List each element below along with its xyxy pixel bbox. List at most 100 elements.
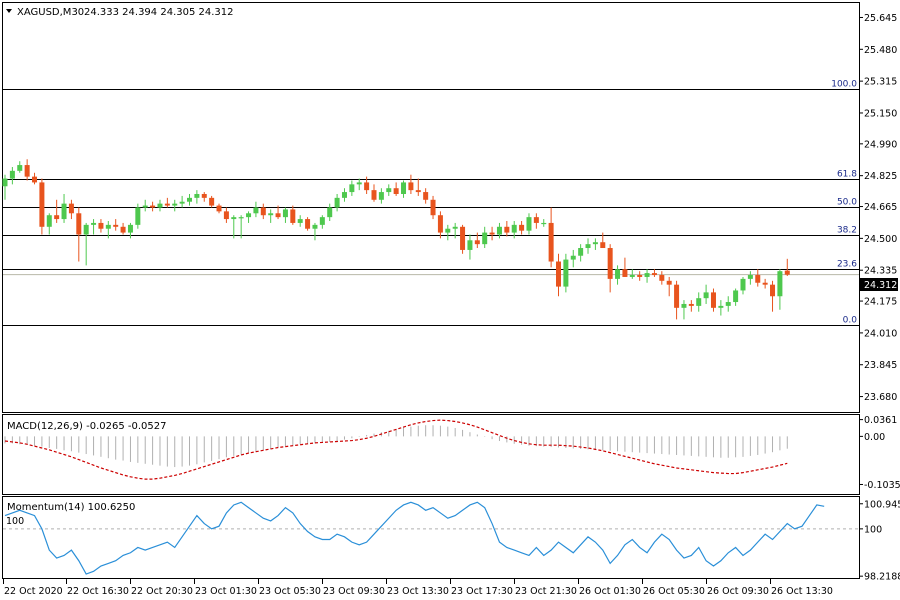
candle-body bbox=[401, 182, 407, 194]
candle-body bbox=[615, 269, 621, 279]
candle-body bbox=[120, 226, 126, 233]
candle-body bbox=[179, 201, 185, 204]
candle-body bbox=[378, 192, 384, 200]
candle-body bbox=[46, 215, 52, 227]
momentum-tick-label: 100 bbox=[864, 524, 882, 535]
candle-body bbox=[187, 197, 192, 202]
candle-body bbox=[437, 215, 443, 233]
candle-body bbox=[39, 182, 45, 227]
candle-body bbox=[718, 305, 724, 308]
momentum-line bbox=[4, 501, 825, 575]
time-tick-label: 23 Oct 05:30 bbox=[259, 586, 321, 597]
candle-body bbox=[696, 298, 702, 306]
candles bbox=[2, 159, 790, 320]
collapse-triangle-icon[interactable] bbox=[6, 9, 12, 13]
price-tick-label: 24.825 bbox=[864, 171, 897, 182]
candle-body bbox=[194, 193, 200, 198]
candle-body bbox=[496, 226, 502, 235]
time-tick-label: 22 Oct 2020 bbox=[4, 586, 63, 597]
candle-body bbox=[511, 224, 517, 233]
candle-body bbox=[674, 284, 680, 308]
candle-body bbox=[2, 178, 8, 187]
fibonacci-levels: 100.0 61.8 50.0 38.2 23.6 0.0 bbox=[3, 80, 859, 326]
candle-body bbox=[482, 232, 488, 245]
candle-body bbox=[644, 273, 650, 277]
fib-level-label: 23.6 bbox=[837, 260, 857, 270]
candle-body bbox=[563, 259, 569, 287]
candle-body bbox=[526, 217, 532, 231]
momentum-tick-label: 100.945 bbox=[864, 499, 900, 510]
candle-body bbox=[312, 224, 318, 229]
time-tick-label: 26 Oct 09:30 bbox=[707, 586, 769, 597]
candle-body bbox=[246, 213, 252, 218]
momentum-label: Momentum(14) 100.6250 bbox=[7, 502, 135, 513]
candle-body bbox=[290, 209, 296, 223]
time-axis: 22 Oct 2020 22 Oct 16:30 22 Oct 20:30 23 Oc… bbox=[3, 579, 833, 597]
candle-body bbox=[341, 192, 347, 198]
candle-body bbox=[319, 217, 325, 225]
candle-body bbox=[98, 222, 104, 229]
candle-body bbox=[91, 222, 97, 225]
macd-pane[interactable] bbox=[2, 414, 860, 495]
candle-body bbox=[223, 211, 229, 220]
candle-body bbox=[356, 182, 362, 185]
candle-body bbox=[570, 255, 576, 260]
candle-body bbox=[504, 226, 510, 233]
candle-body bbox=[740, 278, 746, 291]
price-tick-label: 24.010 bbox=[864, 328, 897, 339]
candle-body bbox=[777, 271, 783, 297]
time-tick-label: 22 Oct 16:30 bbox=[67, 586, 129, 597]
symbol-label: XAGUSD,M30 bbox=[17, 7, 84, 18]
candle-body bbox=[24, 165, 30, 177]
candle-body bbox=[415, 190, 421, 193]
candle-body bbox=[622, 269, 628, 277]
candle-body bbox=[164, 203, 170, 206]
candle-body bbox=[201, 193, 207, 198]
candle-body bbox=[784, 270, 790, 275]
candle-body bbox=[349, 184, 355, 193]
candle-body bbox=[710, 292, 716, 308]
candle-body bbox=[423, 192, 429, 200]
momentum-tick-label: 98.2188 bbox=[864, 572, 900, 583]
time-tick-label: 23 Oct 21:30 bbox=[515, 586, 577, 597]
candle-body bbox=[209, 197, 215, 206]
candle-body bbox=[275, 213, 281, 218]
candle-body bbox=[460, 226, 466, 250]
candle-body bbox=[666, 280, 672, 285]
current-price-text: 24.312 bbox=[864, 280, 897, 291]
candle-body bbox=[637, 275, 643, 277]
candle-body bbox=[688, 303, 694, 306]
candle-body bbox=[629, 275, 635, 277]
candle-body bbox=[105, 224, 111, 229]
time-tick-label: 23 Oct 17:30 bbox=[451, 586, 513, 597]
momentum-ref-left: 100 bbox=[6, 516, 24, 527]
candle-body bbox=[268, 213, 274, 216]
candle-body bbox=[127, 224, 133, 233]
main-pane[interactable] bbox=[2, 2, 860, 413]
candle-body bbox=[474, 240, 480, 245]
candle-body bbox=[548, 222, 554, 262]
candle-body bbox=[725, 302, 731, 306]
momentum-pane[interactable] bbox=[2, 496, 860, 579]
time-tick-label: 26 Oct 05:30 bbox=[643, 586, 705, 597]
fib-level-label: 0.0 bbox=[843, 316, 858, 326]
candle-body bbox=[489, 232, 495, 235]
candle-body bbox=[556, 261, 561, 287]
candle-body bbox=[297, 219, 303, 223]
candle-body bbox=[755, 275, 761, 283]
candle-body bbox=[703, 292, 709, 299]
time-tick-label: 26 Oct 13:30 bbox=[771, 586, 833, 597]
fib-level-label: 38.2 bbox=[837, 226, 857, 236]
candle-body bbox=[9, 170, 15, 179]
candle-body bbox=[607, 248, 613, 279]
candle-body bbox=[533, 217, 539, 223]
candle-body bbox=[770, 284, 776, 297]
candle-body bbox=[231, 217, 237, 220]
price-tick-label: 25.150 bbox=[864, 108, 897, 119]
candle-body bbox=[238, 217, 244, 219]
price-tick-label: 24.990 bbox=[864, 139, 897, 150]
candle-body bbox=[585, 244, 591, 249]
time-tick-label: 23 Oct 13:30 bbox=[387, 586, 449, 597]
candle-body bbox=[592, 242, 598, 245]
